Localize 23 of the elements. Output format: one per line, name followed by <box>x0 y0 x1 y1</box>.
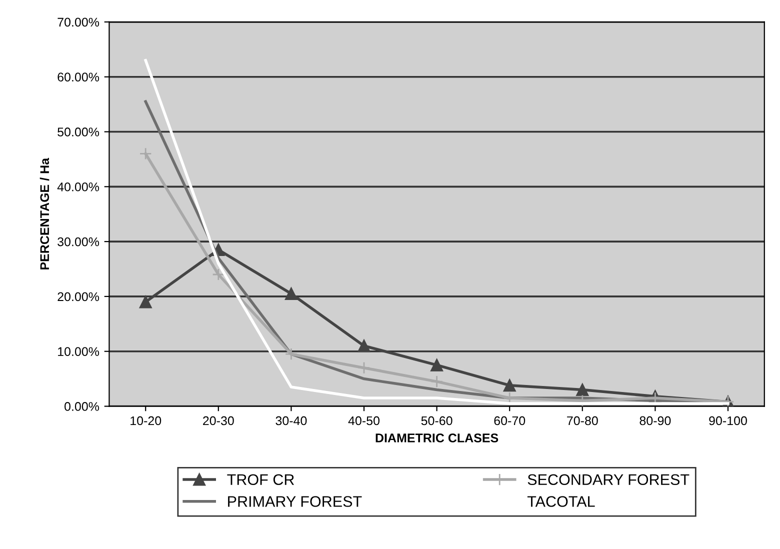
y-tick-label: 0.00% <box>64 402 100 411</box>
y-tick-label: 50.00% <box>58 128 100 136</box>
legend-label: PRIMARY FOREST <box>228 496 362 507</box>
y-tick-label: 30.00% <box>58 237 100 246</box>
y-axis-title: PERCENTAGE / Ha <box>40 158 50 270</box>
y-tick-label: 20.00% <box>58 292 100 302</box>
x-tick-label: 50-60 <box>421 416 452 426</box>
y-tick-label: 70.00% <box>58 18 100 27</box>
x-tick-label: 70-80 <box>567 416 598 426</box>
x-axis-title: DIAMETRIC CLASES <box>376 434 498 442</box>
y-tick-label: 40.00% <box>57 182 100 192</box>
x-tick-label: 90-100 <box>709 416 747 426</box>
x-tick-label: 80-90 <box>640 416 671 426</box>
y-tick-label: 10.00% <box>58 347 100 356</box>
y-tick-label: 60.00% <box>58 72 100 82</box>
x-tick-label: 40-50 <box>348 416 380 426</box>
x-tick-label: 20-30 <box>203 416 234 426</box>
x-tick-label: 30-40 <box>276 416 307 426</box>
x-tick-label: 60-70 <box>494 416 526 426</box>
legend-label: SECONDARY FOREST <box>528 474 690 486</box>
x-tick-label: 10-20 <box>130 416 162 426</box>
text: TACOTAL <box>527 496 595 507</box>
legend-label: TROF CR <box>227 474 294 486</box>
